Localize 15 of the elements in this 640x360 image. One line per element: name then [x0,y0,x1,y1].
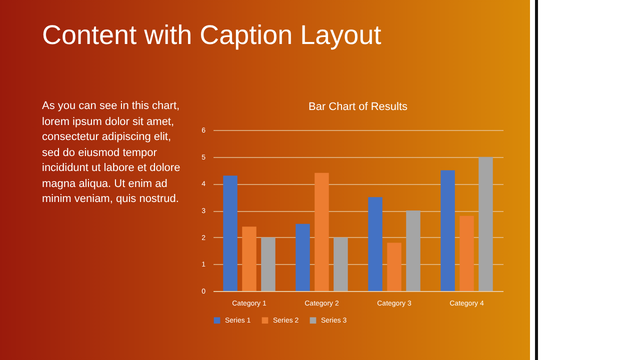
bar [387,242,402,291]
bar [314,172,329,291]
bar [242,226,256,291]
text: As you can see in this chart, lorem ipsum dolor sit amet, consectetur adipiscing elit, sed do eiusmod tempor incididunt ut labore et dolore magna aliqua. Ut enim ad minim veniam, quis nostrud. [42,99,182,207]
bar [440,170,455,291]
chart-title: Bar Chart of Results [308,101,408,113]
bar [261,237,276,291]
bar [478,156,493,291]
bar [296,224,310,291]
text: Content with Caption Layout [42,20,382,51]
bar [334,237,348,291]
bar [460,216,474,291]
bar [223,176,238,291]
bar [406,210,420,291]
bar [368,197,382,291]
